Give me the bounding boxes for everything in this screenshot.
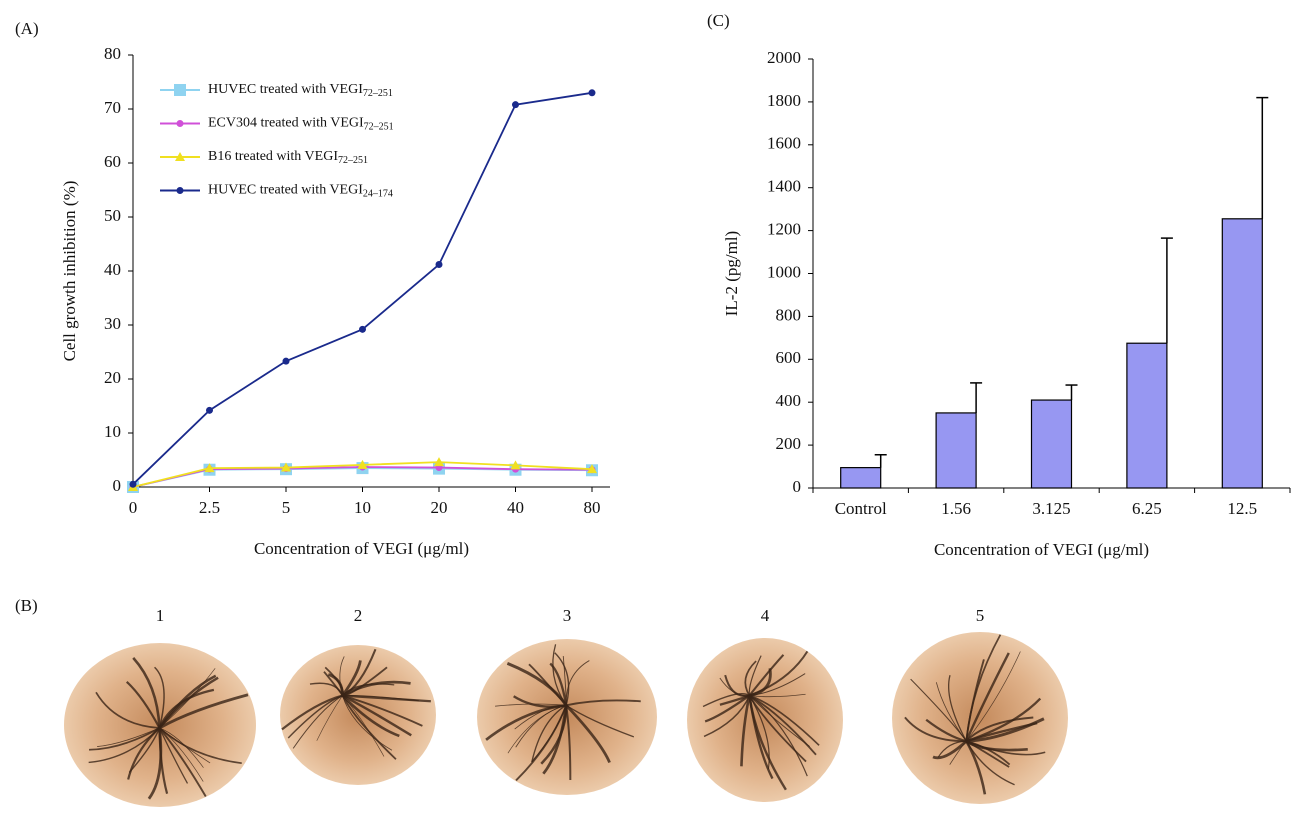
- x-tick-label: 40: [507, 498, 524, 517]
- image-label: 4: [761, 606, 770, 625]
- y-axis-label: Cell growth inhibition (%): [60, 181, 79, 362]
- bar: [936, 413, 976, 488]
- x-tick-label: 10: [354, 498, 371, 517]
- x-tick-label: 1.56: [941, 499, 971, 518]
- x-tick-label: 3.125: [1032, 499, 1070, 518]
- x-tick-label: 6.25: [1132, 499, 1162, 518]
- legend-label: HUVEC treated with VEGI72–251: [208, 82, 393, 99]
- x-axis-label: Concentration of VEGI (μg/ml): [934, 540, 1149, 559]
- y-tick-label: 60: [104, 152, 121, 171]
- y-tick-label: 600: [776, 348, 802, 367]
- y-tick-label: 10: [104, 422, 121, 441]
- legend-label: ECV304 treated with VEGI72–251: [208, 116, 394, 133]
- image-label: 2: [354, 606, 363, 625]
- y-tick-label: 200: [776, 434, 802, 453]
- panel-label: (C): [707, 11, 730, 30]
- y-axis-label: IL-2 (pg/ml): [722, 231, 741, 316]
- image-label: 3: [563, 606, 572, 625]
- bar: [1127, 343, 1167, 488]
- image-label: 5: [976, 606, 985, 625]
- y-tick-label: 1000: [767, 262, 801, 281]
- y-tick-label: 1200: [767, 220, 801, 239]
- x-tick-label: 12.5: [1227, 499, 1257, 518]
- x-axis-label: Concentration of VEGI (μg/ml): [254, 539, 469, 558]
- y-tick-label: 80: [104, 44, 121, 63]
- bar: [1222, 219, 1262, 488]
- bar: [1032, 400, 1072, 488]
- y-tick-label: 0: [113, 476, 122, 495]
- photo: [477, 639, 657, 795]
- marker: [206, 407, 213, 414]
- marker: [436, 261, 443, 268]
- marker: [589, 89, 596, 96]
- legend-marker: [174, 84, 186, 96]
- y-tick-label: 400: [776, 391, 802, 410]
- y-tick-label: 0: [793, 477, 802, 496]
- x-tick-label: Control: [835, 499, 887, 518]
- legend-marker: [177, 187, 184, 194]
- marker: [130, 481, 137, 488]
- x-tick-label: 5: [282, 498, 291, 517]
- legend-marker: [177, 120, 184, 127]
- marker: [512, 101, 519, 108]
- figure: (B) (A)01020304050607080Concentration of…: [0, 0, 1309, 816]
- y-tick-label: 800: [776, 305, 802, 324]
- legend-label: HUVEC treated with VEGI24–174: [208, 183, 393, 200]
- x-tick-label: 0: [129, 498, 138, 517]
- marker: [359, 326, 366, 333]
- y-tick-label: 2000: [767, 48, 801, 67]
- y-tick-label: 50: [104, 206, 121, 225]
- legend-label: B16 treated with VEGI72–251: [208, 149, 368, 166]
- panel-label: (A): [15, 19, 39, 38]
- y-tick-label: 1600: [767, 134, 801, 153]
- image-label: 1: [156, 606, 165, 625]
- photo: [892, 632, 1068, 804]
- y-tick-label: 20: [104, 368, 121, 387]
- y-tick-label: 1800: [767, 91, 801, 110]
- photo: [64, 643, 256, 807]
- series-line: [133, 93, 592, 485]
- panel-label: (B): [15, 596, 38, 615]
- y-tick-label: 40: [104, 260, 121, 279]
- marker: [283, 358, 290, 365]
- y-tick-label: 1400: [767, 177, 801, 196]
- y-tick-label: 30: [104, 314, 121, 333]
- y-tick-label: 70: [104, 98, 121, 117]
- photo: [687, 638, 843, 802]
- x-tick-label: 80: [584, 498, 601, 517]
- photo: [280, 645, 436, 785]
- x-tick-label: 20: [431, 498, 448, 517]
- x-tick-label: 2.5: [199, 498, 220, 517]
- bar: [841, 468, 881, 488]
